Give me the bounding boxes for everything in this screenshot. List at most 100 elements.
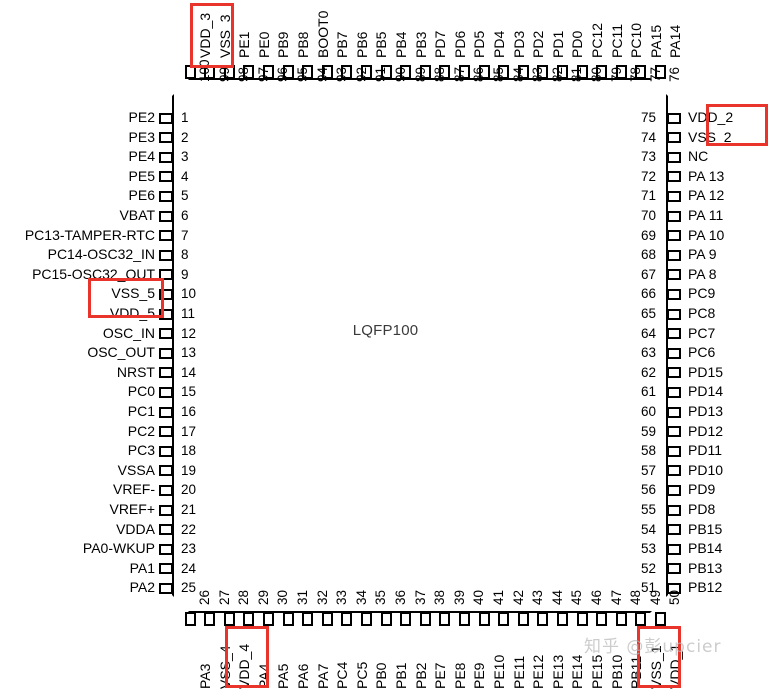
- pin-pad-42: [498, 612, 510, 626]
- pin-pad-47: [596, 612, 608, 626]
- pin-number-16: 16: [181, 404, 197, 419]
- pin-name-14: NRST: [116, 363, 155, 380]
- pin-name-60: PD13: [688, 403, 724, 419]
- pin-name-20: VREF-: [113, 481, 155, 498]
- pin-name-98: PE1: [236, 31, 253, 58]
- pin-number-92: 92: [353, 66, 369, 82]
- pin-name-85: PD4: [491, 30, 507, 58]
- pin-name-80: PC12: [589, 22, 605, 58]
- pin-number-56: 56: [640, 482, 656, 498]
- pin-pad-33: [321, 612, 333, 626]
- pin-number-37: 37: [412, 589, 428, 605]
- pin-pad-15: [159, 386, 173, 398]
- pin-name-9: PC15-OSC32_OUT: [32, 265, 155, 282]
- highlight-box-vss4-vdd4: [225, 626, 269, 688]
- pin-number-34: 34: [353, 589, 369, 605]
- pin-pad-88: [419, 65, 431, 79]
- pin-name-95: PB8: [295, 31, 311, 58]
- pin-number-22: 22: [181, 521, 197, 537]
- pin-name-12: OSC_IN: [102, 324, 155, 341]
- pin-name-57: PD10: [688, 461, 724, 478]
- pin-pad-71: [667, 190, 681, 202]
- pin-number-52: 52: [640, 560, 656, 576]
- pin-number-63: 63: [640, 345, 656, 361]
- pin-number-98: 98: [236, 66, 252, 82]
- pin-number-49: 49: [647, 589, 663, 605]
- pin-name-25: PA2: [129, 579, 155, 596]
- pin-number-67: 67: [640, 266, 656, 282]
- pin-number-47: 47: [608, 589, 624, 605]
- pin-number-85: 85: [491, 66, 506, 82]
- pin-number-72: 72: [640, 168, 656, 184]
- pin-number-82: 82: [549, 66, 565, 82]
- pin-pad-10: [159, 288, 173, 300]
- pin-number-59: 59: [640, 423, 656, 439]
- pin-name-58: PD11: [688, 442, 722, 459]
- pin-pad-18: [159, 445, 173, 457]
- pin-pad-56: [667, 484, 681, 496]
- pin-name-8: PC14-OSC32_IN: [47, 246, 155, 263]
- pin-name-36: PB1: [393, 662, 409, 689]
- pin-number-5: 5: [181, 188, 189, 204]
- pin-name-34: PC5: [353, 661, 370, 689]
- pin-pad-58: [667, 445, 681, 457]
- pin-number-87: 87: [451, 66, 467, 82]
- pin-name-63: PC6: [688, 344, 716, 361]
- pin-pad-86: [458, 65, 470, 79]
- pin-number-24: 24: [181, 560, 197, 576]
- pin-name-94: BOOT0: [314, 10, 331, 58]
- pin-pad-94: [302, 65, 314, 79]
- pin-name-35: PB0: [373, 662, 390, 689]
- pin-number-64: 64: [640, 325, 656, 341]
- pin-number-53: 53: [640, 541, 656, 557]
- pin-number-8: 8: [181, 247, 189, 263]
- pin-name-77: PA15: [647, 24, 664, 58]
- highlight-box-vdd3-vss3: [190, 3, 234, 68]
- pin-pad-91: [360, 65, 372, 79]
- pin-name-56: PD9: [688, 481, 716, 498]
- pin-name-68: PA 9: [688, 246, 717, 263]
- pin-number-9: 9: [181, 266, 189, 282]
- package-name-label: LQFP100: [352, 322, 419, 339]
- pin-name-54: PB15: [688, 520, 723, 537]
- pin-pad-83: [517, 65, 529, 79]
- pin-pad-89: [400, 65, 412, 79]
- pin-name-5: PE6: [128, 187, 155, 204]
- pin-number-91: 91: [373, 66, 389, 82]
- pin-pad-76: [654, 65, 666, 79]
- pin-number-58: 58: [640, 443, 656, 459]
- pin-name-74: VSS_2: [688, 128, 732, 145]
- pin-number-71: 71: [640, 188, 656, 204]
- highlight-box-vss1-vdd1: [637, 626, 681, 688]
- pin-name-78: PC10: [628, 22, 645, 58]
- pin-name-13: OSC_OUT: [87, 344, 155, 361]
- pin-number-30: 30: [275, 589, 291, 605]
- pin-name-70: PA 11: [688, 207, 724, 223]
- pin-pad-40: [458, 612, 470, 626]
- pin-number-55: 55: [640, 502, 656, 517]
- pin-number-77: 77: [647, 66, 663, 82]
- pin-name-24: PA1: [129, 559, 155, 576]
- pin-pad-5: [159, 190, 173, 202]
- pin-number-7: 7: [181, 227, 189, 243]
- pin-name-88: PD7: [432, 30, 449, 58]
- pin-number-21: 21: [181, 502, 197, 517]
- pin-number-31: 31: [295, 589, 310, 605]
- pin-pad-16: [159, 406, 173, 418]
- pin-name-69: PA 10: [688, 226, 725, 243]
- pin-number-94: 94: [314, 66, 330, 82]
- pin-number-19: 19: [181, 462, 197, 478]
- pin-number-45: 45: [569, 589, 585, 605]
- pin-pad-22: [159, 524, 173, 536]
- pin-pad-4: [159, 171, 173, 183]
- pin-number-23: 23: [181, 541, 197, 557]
- pin-name-38: PE7: [432, 662, 449, 689]
- pin-name-21: VREF+: [109, 501, 155, 517]
- pin-number-90: 90: [393, 66, 408, 82]
- pin-number-14: 14: [181, 364, 197, 380]
- pin-number-39: 39: [451, 589, 467, 605]
- pin-number-4: 4: [181, 168, 189, 184]
- pin-number-12: 12: [181, 325, 197, 341]
- pin-number-25: 25: [181, 580, 197, 596]
- pin-number-18: 18: [181, 443, 197, 459]
